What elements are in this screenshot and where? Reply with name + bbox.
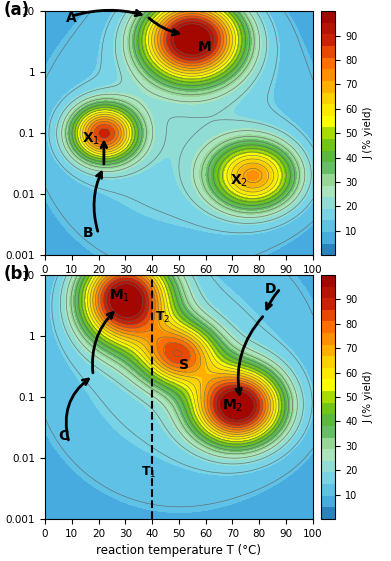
Text: B: B <box>83 226 93 240</box>
Text: X$_2$: X$_2$ <box>230 173 248 190</box>
Y-axis label: J (% yield): J (% yield) <box>363 107 373 159</box>
Text: A: A <box>66 11 77 25</box>
Text: (b): (b) <box>4 265 30 283</box>
Text: C: C <box>58 429 68 443</box>
Text: M$_2$: M$_2$ <box>222 397 243 413</box>
Text: M: M <box>197 40 212 54</box>
Text: D: D <box>265 282 276 296</box>
Text: X$_1$: X$_1$ <box>83 130 100 147</box>
Text: T$_1$: T$_1$ <box>142 465 157 480</box>
X-axis label: reaction temperature T (°C): reaction temperature T (°C) <box>97 544 261 557</box>
Text: S: S <box>179 358 189 373</box>
Text: (a): (a) <box>4 2 30 20</box>
Text: M$_1$: M$_1$ <box>109 287 131 304</box>
Y-axis label: J (% yield): J (% yield) <box>363 371 373 423</box>
X-axis label: reaction temperature T (°C): reaction temperature T (°C) <box>97 280 261 293</box>
Text: T$_2$: T$_2$ <box>155 310 170 325</box>
